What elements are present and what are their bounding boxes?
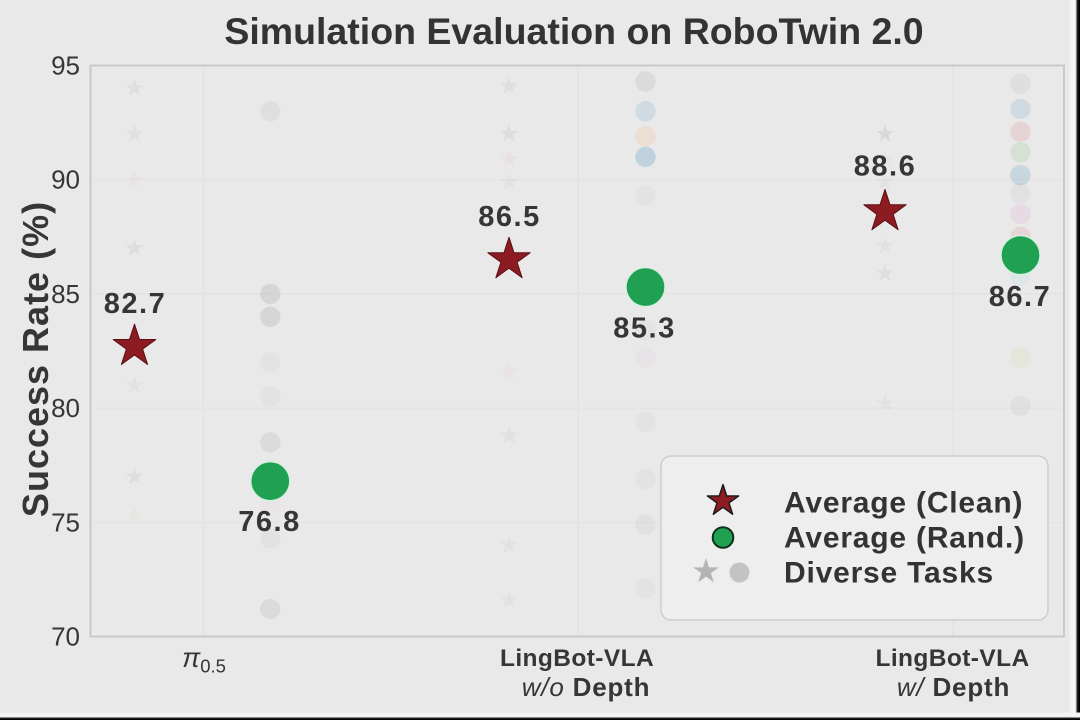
svg-text:w/o Depth: w/o Depth [522,672,651,702]
svg-text:Success Rate (%): Success Rate (%) [15,201,56,517]
svg-text:LingBot-VLA: LingBot-VLA [500,645,654,672]
svg-text:88.6: 88.6 [854,151,916,183]
svg-text:w/ Depth: w/ Depth [897,672,1010,702]
svg-text:90: 90 [51,165,80,195]
svg-text:85: 85 [51,279,80,309]
svg-text:70: 70 [51,622,80,652]
svg-text:Average (Clean): Average (Clean) [784,487,1023,520]
svg-text:80: 80 [51,393,80,423]
svg-text:Simulation Evaluation on RoboT: Simulation Evaluation on RoboTwin 2.0 [224,10,923,52]
svg-text:86.7: 86.7 [989,281,1051,313]
svg-text:75: 75 [51,507,80,537]
svg-text:LingBot-VLA: LingBot-VLA [875,645,1029,672]
svg-text:85.3: 85.3 [613,313,675,345]
svg-text:76.8: 76.8 [238,506,300,538]
svg-text:Average (Rand.): Average (Rand.) [784,522,1025,555]
svg-text:86.5: 86.5 [478,201,540,233]
svg-text:Diverse Tasks: Diverse Tasks [784,557,994,590]
svg-text:95: 95 [51,51,80,81]
svg-text:82.7: 82.7 [104,288,166,320]
